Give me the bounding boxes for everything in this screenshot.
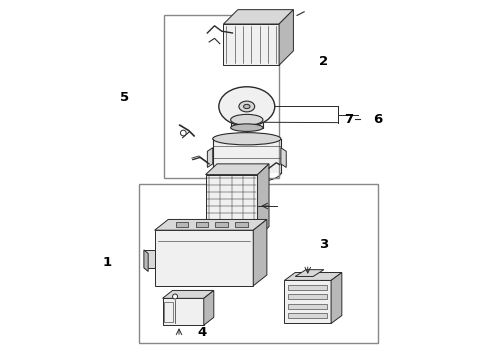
Polygon shape (207, 148, 213, 167)
Ellipse shape (213, 133, 281, 145)
Ellipse shape (239, 101, 255, 112)
Polygon shape (205, 164, 269, 175)
Bar (163, 298, 204, 325)
Polygon shape (204, 291, 214, 325)
Polygon shape (144, 250, 155, 268)
Circle shape (180, 130, 186, 136)
Ellipse shape (231, 124, 263, 131)
Text: 5: 5 (121, 91, 129, 104)
Polygon shape (213, 139, 281, 173)
Polygon shape (285, 273, 342, 280)
Text: 3: 3 (319, 238, 328, 251)
Bar (164, 15, 279, 178)
Text: 6: 6 (373, 113, 382, 126)
Bar (235, 222, 247, 227)
Bar (223, 24, 279, 65)
Bar (236, 135, 258, 138)
Polygon shape (281, 148, 286, 167)
Polygon shape (155, 220, 267, 230)
Text: 7: 7 (344, 113, 354, 126)
Bar (196, 222, 208, 227)
Ellipse shape (231, 114, 263, 125)
Bar (164, 302, 173, 321)
Bar (288, 294, 327, 300)
Polygon shape (295, 270, 324, 276)
Polygon shape (253, 220, 267, 286)
Text: 4: 4 (197, 326, 207, 339)
Polygon shape (331, 273, 342, 323)
Polygon shape (258, 164, 269, 237)
Bar (205, 175, 258, 237)
Bar (288, 285, 327, 290)
Ellipse shape (244, 104, 250, 109)
Text: 2: 2 (319, 55, 328, 68)
Polygon shape (231, 120, 263, 128)
Polygon shape (279, 10, 294, 65)
Bar (155, 230, 253, 286)
Polygon shape (163, 291, 214, 298)
Bar (288, 304, 327, 309)
Bar (285, 280, 331, 323)
Polygon shape (223, 10, 294, 24)
Circle shape (172, 294, 177, 299)
Bar (139, 184, 378, 343)
Ellipse shape (219, 87, 275, 126)
Polygon shape (144, 250, 148, 271)
Bar (288, 313, 327, 318)
Bar (176, 222, 188, 227)
Text: 1: 1 (102, 256, 112, 269)
Bar (215, 222, 228, 227)
